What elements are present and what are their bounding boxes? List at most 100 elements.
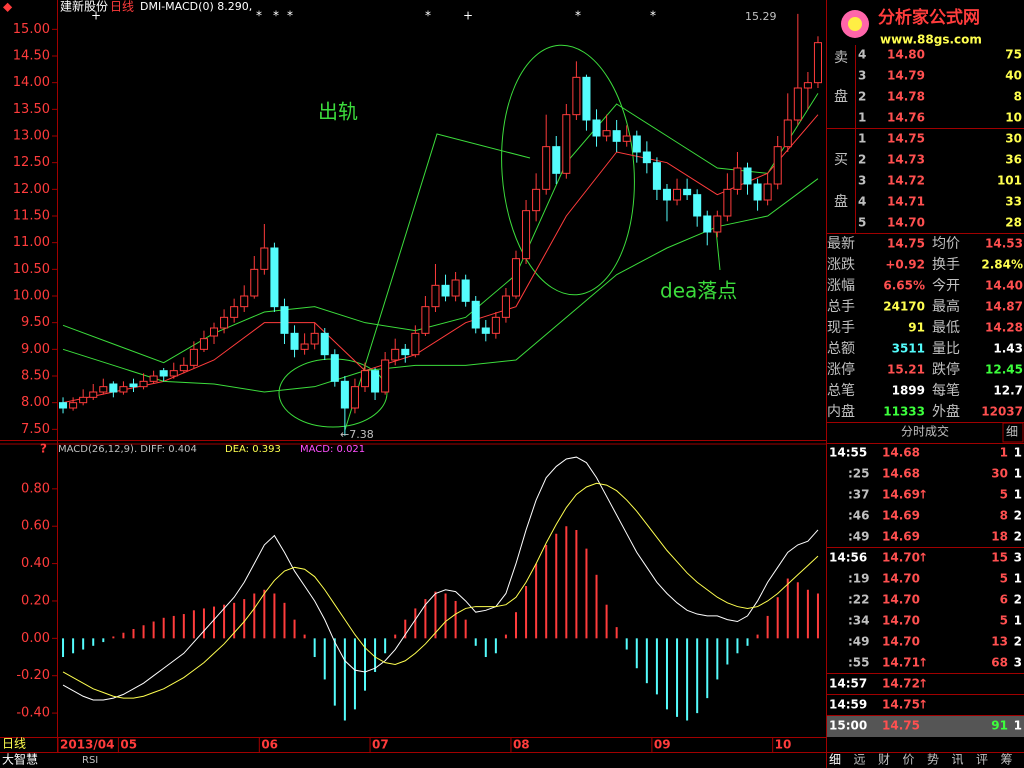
y-tick-label: 0.20	[21, 593, 50, 608]
candle-body	[391, 348, 400, 361]
trade-volume: 6	[1000, 593, 1008, 607]
candle-body	[139, 380, 148, 388]
stat-label: 涨停	[827, 361, 855, 378]
candle-body	[109, 383, 118, 393]
corner-mark: ◆	[3, 0, 13, 14]
stat-label: 最低	[932, 320, 960, 336]
panel-tab[interactable]: 远	[854, 753, 866, 767]
candle-body	[240, 295, 249, 308]
y-tick-label: 10.00	[13, 289, 50, 304]
trade-count: 3	[1014, 656, 1022, 670]
candle-body	[340, 380, 349, 409]
candle-body	[290, 332, 299, 350]
trade-volume: 5	[1000, 614, 1008, 628]
svg-text:*: *	[425, 9, 431, 23]
candle-body	[632, 135, 641, 153]
candle-body	[532, 188, 541, 212]
trade-count: 2	[1014, 635, 1022, 649]
x-tick-label: 06	[261, 738, 278, 752]
y-tick-label: 8.50	[21, 369, 50, 384]
indicator: DMI-MACD(0) 8.290,	[140, 0, 252, 13]
logo-name: 分析家公式网	[878, 7, 980, 28]
stat-label: 最新	[827, 236, 855, 252]
trade-price: 14.69	[882, 530, 920, 544]
candle-body	[481, 327, 490, 334]
book-level: 1	[858, 132, 866, 146]
x-tick-label: 09	[654, 738, 671, 752]
logo-url: www.88gs.com	[880, 33, 982, 47]
stat-value: 15.21	[887, 363, 925, 377]
candle-body	[149, 375, 158, 382]
stat-value: 1899	[892, 384, 925, 398]
stat-label: 内盘	[827, 403, 855, 420]
trade-price: 14.70	[882, 551, 920, 565]
candle-body	[320, 332, 329, 356]
book-price: 14.73	[887, 153, 925, 167]
candle-body	[602, 130, 611, 137]
panel-tab[interactable]: 筹	[1001, 753, 1013, 767]
trade-up: ↑	[918, 656, 928, 670]
book-price: 14.70	[887, 216, 925, 230]
trades-tab[interactable]: 细	[1006, 425, 1018, 439]
stat-label: 每笔	[932, 383, 960, 399]
legend-entry: MACD: 0.021	[300, 444, 365, 455]
panel-tab[interactable]: 财	[878, 753, 890, 767]
candle-body	[753, 183, 762, 201]
trade-time: :19	[848, 572, 870, 586]
candle-body	[522, 210, 531, 260]
signal-marks: + * * * * + * *	[91, 9, 656, 23]
x-tick-label: 08	[513, 738, 530, 752]
candle-body	[542, 146, 551, 190]
candle-body	[169, 370, 178, 377]
candle-body	[511, 258, 521, 297]
trade-count: 1	[1014, 614, 1022, 628]
footer-tab[interactable]: RSI	[82, 755, 98, 766]
y-tick-label: 9.00	[21, 342, 50, 357]
stat-value: 12.45	[985, 363, 1023, 377]
stat-value: 14.87	[985, 300, 1023, 314]
trade-count: 1	[1014, 446, 1022, 460]
panel-tab[interactable]: 势	[927, 753, 939, 767]
panel-tab[interactable]: 细	[829, 753, 841, 767]
stat-value: 14.53	[985, 237, 1023, 251]
candle-body	[793, 87, 802, 121]
y-tick-label: 14.00	[13, 75, 50, 90]
y-tick-label: 13.00	[13, 129, 50, 144]
stat-value: 1.43	[993, 342, 1023, 356]
stat-label: 现手	[827, 320, 855, 336]
book-price: 14.80	[887, 48, 925, 62]
band-line	[62, 178, 819, 393]
panel-tab[interactable]: 评	[976, 753, 988, 767]
stat-label: 跌停	[932, 361, 960, 378]
trades-tab-box	[1002, 422, 1024, 443]
stat-label: 涨跌	[827, 257, 855, 273]
trade-time: 14:59	[829, 698, 867, 712]
legend-entry: DEA: 0.393	[225, 444, 281, 455]
candle-body	[642, 151, 651, 164]
trade-time: 14:57	[829, 677, 867, 691]
book-level: 5	[858, 216, 866, 230]
stat-value: 6.65%	[883, 279, 925, 293]
candle-body	[713, 215, 722, 233]
candle-body	[401, 348, 410, 356]
candle-body	[159, 370, 168, 377]
candle-body	[763, 183, 772, 201]
annotation: dea落点	[660, 279, 737, 303]
trade-price: 14.70	[882, 635, 920, 649]
trade-time: :55	[848, 656, 870, 670]
x-tick-label: 07	[372, 738, 389, 752]
book-volume: 30	[1005, 132, 1022, 146]
book-level: 4	[858, 195, 866, 209]
y-tick-label: 12.00	[13, 182, 50, 197]
svg-text:+: +	[91, 9, 101, 23]
trade-volume: 5	[1000, 488, 1008, 502]
panel-tab[interactable]: 价	[903, 753, 915, 767]
trade-count: 3	[1014, 551, 1022, 565]
candle-body	[250, 268, 259, 297]
panel-tab[interactable]: 讯	[952, 753, 964, 767]
trade-up: ↑	[918, 551, 928, 565]
stat-value: 14.40	[985, 279, 1023, 293]
trade-count: 1	[1014, 719, 1022, 733]
candle-body	[451, 279, 460, 297]
